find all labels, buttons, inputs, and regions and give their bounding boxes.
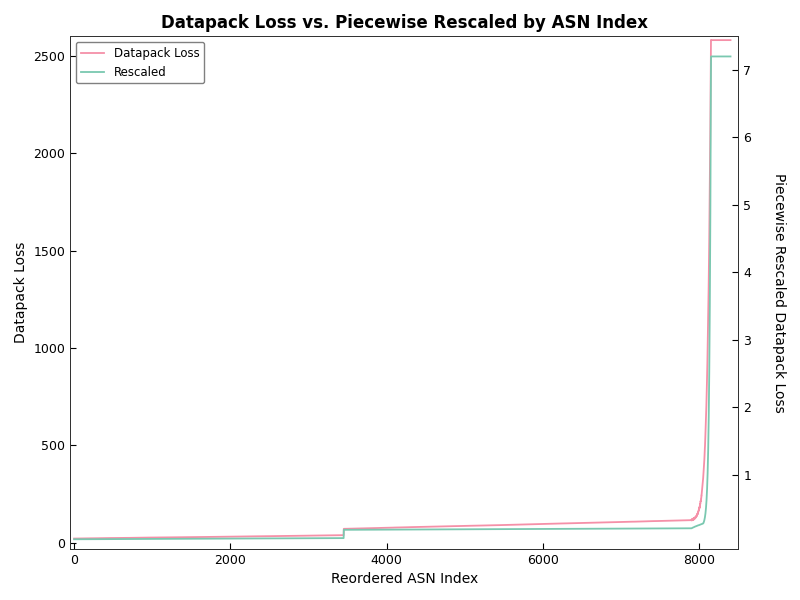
Rescaled <box>70 536 79 543</box>
Y-axis label: Datapack Loss: Datapack Loss <box>14 242 28 343</box>
Datapack Loss <box>318 532 328 539</box>
Datapack Loss <box>175 533 185 541</box>
Rescaled <box>238 535 248 542</box>
Datapack Loss <box>573 520 582 527</box>
Title: Datapack Loss vs. Piecewise Rescaled by ASN Index: Datapack Loss vs. Piecewise Rescaled by … <box>161 14 648 32</box>
Rescaled <box>706 53 716 60</box>
Line: Rescaled: Rescaled <box>74 56 730 539</box>
Datapack Loss <box>706 37 716 44</box>
Datapack Loss <box>70 535 79 542</box>
Datapack Loss <box>255 533 265 540</box>
Rescaled <box>318 535 328 542</box>
Datapack Loss <box>238 533 248 540</box>
Rescaled <box>726 53 735 60</box>
Line: Datapack Loss: Datapack Loss <box>74 40 730 539</box>
Rescaled <box>191 535 201 542</box>
Datapack Loss <box>726 37 735 44</box>
Rescaled <box>70 536 79 543</box>
Datapack Loss <box>191 533 201 541</box>
Legend: Datapack Loss, Rescaled: Datapack Loss, Rescaled <box>76 42 204 83</box>
Rescaled <box>255 535 265 542</box>
Y-axis label: Piecewise Rescaled Datapack Loss: Piecewise Rescaled Datapack Loss <box>772 173 786 412</box>
X-axis label: Reordered ASN Index: Reordered ASN Index <box>330 572 478 586</box>
Rescaled <box>175 535 185 542</box>
Rescaled <box>573 525 582 532</box>
